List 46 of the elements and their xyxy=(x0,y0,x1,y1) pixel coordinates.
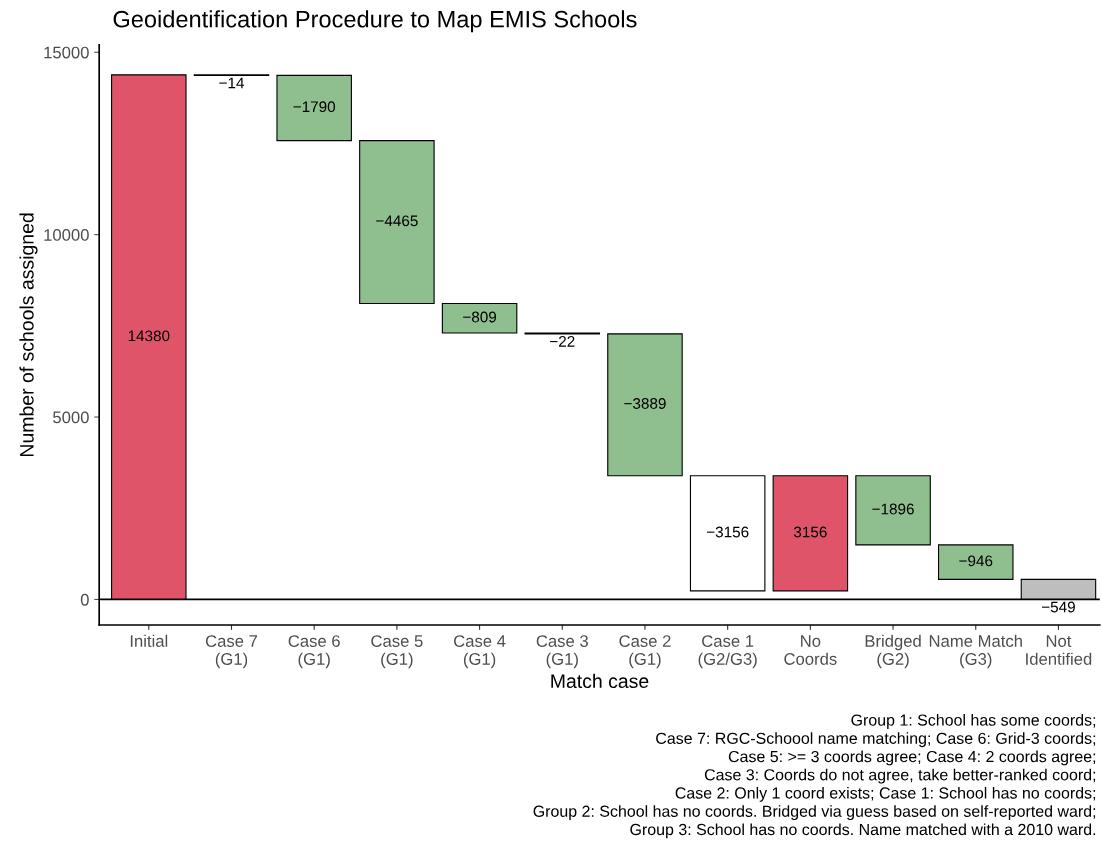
bar xyxy=(855,475,931,546)
data-label: −3156 xyxy=(706,526,749,538)
data-label: −14 xyxy=(219,77,244,89)
x-tick-label: Bridged (G2) xyxy=(865,634,921,669)
data-label: −4465 xyxy=(376,215,418,227)
x-tick-label: No Coords xyxy=(784,635,837,665)
text: Case 5: >= 3 coords agree; Case 4: 2 coords agree; xyxy=(728,750,1096,766)
text: Case 2: Only 1 coord exists; Case 1: School has no coords; xyxy=(675,786,1096,802)
x-tick-label: Case 1 (G2/G3) xyxy=(698,635,757,669)
text: Case 3: Coords do not agree, take better-ranked coord; xyxy=(704,768,1096,784)
y-tick-label: 15000 xyxy=(44,46,89,59)
bar xyxy=(607,333,683,477)
text: Case 7: RGC-Schoool name matching; Case 6: Grid-3 coords; xyxy=(656,732,1096,748)
data-label: −22 xyxy=(550,336,575,347)
text: Group 3: School has no coords. Name matched with a 2010 ward. xyxy=(630,823,1096,839)
y-tick-label: 10000 xyxy=(44,229,89,241)
x-tick-label: Case 4 (G1) xyxy=(454,635,506,669)
x-tick-label: Case 3 (G1) xyxy=(536,635,588,669)
x-tick-label: Case 6 (G1) xyxy=(288,635,340,669)
bar xyxy=(937,544,1014,580)
x-tick-label: Not Identified xyxy=(1026,635,1092,665)
bar xyxy=(276,74,352,142)
data-label: 3156 xyxy=(793,526,827,538)
x-axis-title: Match case xyxy=(551,673,649,689)
data-label: −1790 xyxy=(293,101,336,113)
bar xyxy=(689,475,766,592)
data-label: −809 xyxy=(463,311,497,323)
x-tick-label: Case 7 (G1) xyxy=(205,635,258,669)
data-label: −549 xyxy=(1042,601,1075,613)
data-label: −1896 xyxy=(872,503,914,515)
data-label: 14380 xyxy=(128,330,170,342)
text: Group 2: School has no coords. Bridged via guess based on self-reported ward; xyxy=(533,805,1096,821)
data-label: −3889 xyxy=(624,398,666,409)
bar xyxy=(772,475,849,592)
x-tick-label: Case 2 (G1) xyxy=(619,635,671,669)
bar xyxy=(359,140,435,305)
y-tick-label: 0 xyxy=(80,593,89,606)
chart-title: Geoidentification Procedure to Map EMIS Schools xyxy=(113,10,637,33)
x-tick-label: Name Match (G3) xyxy=(929,634,1022,669)
y-tick-label: 5000 xyxy=(53,411,89,424)
bar xyxy=(441,302,518,334)
text: Group 1: School has some coords; xyxy=(851,714,1096,729)
data-label: −946 xyxy=(959,555,993,567)
x-tick-label: Initial xyxy=(130,634,168,647)
y-axis-title: Number of schools assigned xyxy=(19,213,38,457)
x-tick-label: Case 5 (G1) xyxy=(371,635,423,669)
